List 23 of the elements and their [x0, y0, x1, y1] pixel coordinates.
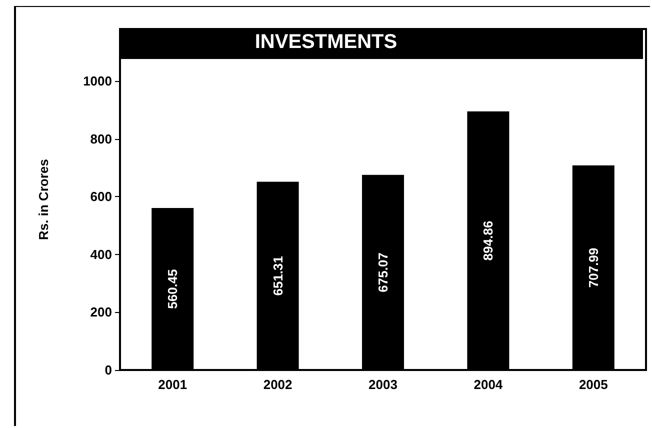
data-label: 560.45: [165, 269, 180, 309]
data-label: 707.99: [586, 248, 601, 288]
bar: [572, 165, 614, 370]
x-tick-label: 2004: [474, 377, 504, 392]
y-tick-label: 0: [104, 362, 112, 378]
y-axis-title: Rs. in Crores: [36, 159, 51, 240]
bar: [152, 208, 194, 370]
x-tick-label: 2002: [263, 377, 292, 392]
y-tick-label: 400: [90, 246, 112, 262]
bar: [467, 111, 510, 370]
bar: [256, 182, 299, 370]
y-tick-label: 200: [90, 304, 112, 320]
x-tick-label: 2005: [578, 377, 608, 392]
data-label: 894.86: [480, 220, 496, 261]
chart-title: INVESTMENTS: [254, 31, 398, 53]
bar: [362, 174, 404, 370]
x-tick-label: 2003: [368, 377, 398, 392]
y-tick-label: 600: [90, 189, 112, 204]
y-tick-label: 1000: [83, 74, 112, 89]
y-tick-label: 800: [90, 131, 112, 146]
x-tick-label: 2001: [158, 377, 188, 392]
data-label: 651.31: [270, 256, 286, 296]
data-label: 675.07: [376, 252, 390, 292]
